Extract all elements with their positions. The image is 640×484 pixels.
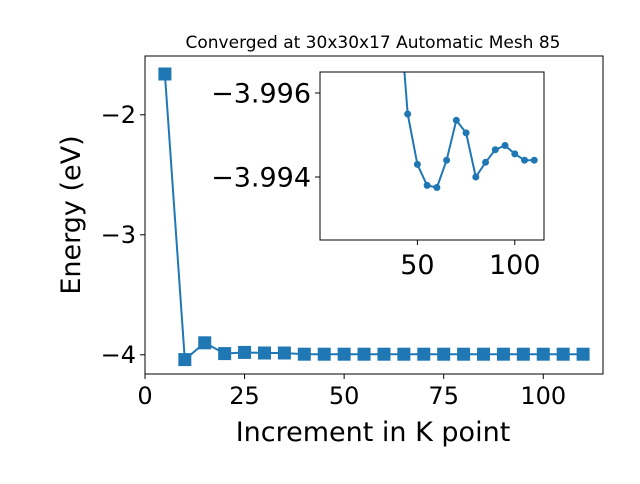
inset-data-point [413,160,421,168]
inset-background [320,72,544,240]
inset-x-axis: 50 100 [400,240,541,281]
main-data-point [576,347,590,361]
main-data-point [257,346,271,360]
main-axes-frame [144,55,604,375]
main-x-tick-label: 0 [137,382,152,410]
inset-data-point [491,146,499,154]
inset-series [403,72,538,191]
main-series [158,67,590,367]
main-data-point [337,347,351,361]
main-y-tick-label: −2 [101,101,136,129]
inset-data-point [530,156,538,164]
x-axis-label: Increment in K point [236,417,511,448]
main-y-axis: −4 −3 −2 [101,101,145,369]
y-axis-label: Energy (eV) [56,135,87,294]
main-x-tick-label: 100 [520,382,566,410]
inset-x-tick-label: 50 [400,250,434,281]
main-data-point [457,347,471,361]
main-data-point [198,336,212,350]
main-data-point [477,347,491,361]
main-data-point [277,346,291,360]
main-x-tick-label: 25 [229,382,260,410]
inset-data-point [433,184,441,191]
main-data-point [496,347,510,361]
inset-plot-area: 50 100 −3.996 −3.994 [211,71,545,281]
inset-data-point [511,150,519,158]
main-data-point [158,67,172,81]
inset-data-point [452,116,460,124]
main-plot-area: 0 25 50 75 100 −4 −3 −2 [101,55,604,410]
main-data-point [397,347,411,361]
main-y-tick-label: −4 [101,341,136,369]
main-y-tick-label: −3 [101,221,136,249]
inset-axes-frame [319,71,545,241]
inset-data-point [423,181,431,189]
inset-y-tick-label: −3.994 [211,162,311,193]
main-x-axis: 0 25 50 75 100 [137,374,566,410]
main-data-point [238,345,252,359]
inset-data-point [404,110,412,118]
main-x-tick-label: 75 [428,382,459,410]
main-data-point [297,347,311,361]
inset-data-point [472,173,480,181]
inset-data-point [443,156,451,164]
main-data-point [357,347,371,361]
inset-data-point [482,158,490,166]
inset-data-point [462,129,470,137]
inset-y-axis: −3.996 −3.994 [211,78,320,193]
main-data-point [317,347,331,361]
main-data-point [178,353,192,367]
main-data-point [417,347,431,361]
inset-data-point [521,156,529,164]
inset-data-point [501,142,509,149]
main-data-point [377,347,391,361]
inset-x-tick-label: 100 [489,250,541,281]
chart-title: Converged at 30x30x17 Automatic Mesh 85 [186,33,561,53]
main-data-point [516,347,530,361]
main-x-tick-label: 50 [329,382,360,410]
inset-y-tick-label: −3.996 [211,78,311,109]
main-data-point [536,347,550,361]
main-series-line [163,73,584,361]
main-data-point [437,347,451,361]
main-data-point [556,347,570,361]
main-data-point [218,347,232,361]
